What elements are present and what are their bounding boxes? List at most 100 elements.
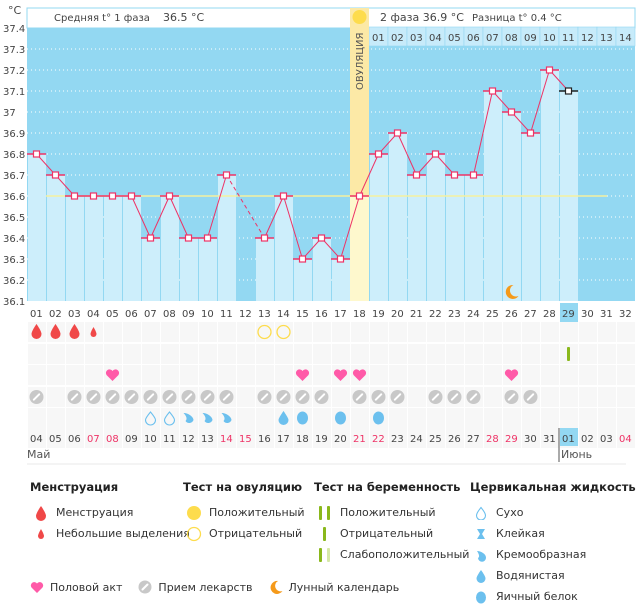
temp-point[interactable] [203, 234, 212, 242]
temp-point[interactable] [51, 171, 60, 179]
legend-label: Слабоположительный [340, 548, 470, 561]
pill-stripe [70, 393, 79, 401]
phase2-day-label: 04 [429, 33, 442, 44]
temp-point[interactable] [469, 171, 478, 179]
temp-bar [294, 259, 312, 301]
marker-cell [560, 365, 578, 385]
marker-cell [218, 344, 236, 364]
fluid-watery-icon [470, 569, 492, 583]
fluid-dry-icon [470, 506, 492, 520]
fluid-creamy-icon [183, 413, 194, 424]
cycle-day-label: 04 [87, 309, 100, 320]
phase2-day-cell [615, 26, 636, 47]
temp-point[interactable] [374, 150, 383, 158]
temp-point[interactable] [108, 192, 117, 200]
temp-point[interactable] [222, 171, 231, 179]
marker-cell [465, 322, 483, 342]
month-label: Май [27, 448, 50, 461]
ov-test-negative-icon [257, 324, 272, 340]
temp-bar [275, 196, 293, 301]
temp-point[interactable] [431, 150, 440, 158]
temp-point[interactable] [298, 255, 307, 263]
cycle-day-label: 22 [429, 309, 442, 320]
temp-point[interactable] [165, 192, 174, 200]
marker-cell [142, 322, 160, 342]
calendar-date-label: 03 [600, 434, 613, 445]
temp-point[interactable] [89, 192, 98, 200]
marker-cell [446, 344, 464, 364]
marker-cell [332, 344, 350, 364]
temp-point[interactable] [564, 87, 573, 95]
temp-point[interactable] [317, 234, 326, 242]
marker-cell [446, 408, 464, 428]
marker-cell [389, 408, 407, 428]
date-cell [332, 428, 350, 448]
temp-point[interactable] [336, 255, 345, 263]
phase2-day-label: 02 [391, 33, 404, 44]
heart-icon [105, 369, 120, 381]
temp-bar [180, 238, 198, 301]
marker-cell [560, 408, 578, 428]
temp-bar [370, 154, 388, 301]
temp-line-segment [150, 195, 170, 239]
marker-cell [598, 408, 616, 428]
temp-point[interactable] [146, 234, 155, 242]
temp-point[interactable] [412, 171, 421, 179]
temp-point[interactable] [32, 150, 41, 158]
marker-cell [66, 365, 84, 385]
temp-point[interactable] [355, 192, 364, 200]
pill-stripe [431, 393, 440, 401]
temp-point[interactable] [450, 171, 459, 179]
cycle-day-label: 28 [543, 309, 556, 320]
marker-cell [389, 322, 407, 342]
pill-stripe [165, 393, 174, 401]
marker-cell [180, 344, 198, 364]
marker-cell [522, 322, 540, 342]
marker-cell [123, 344, 141, 364]
marker-cell [484, 322, 502, 342]
temp-point[interactable] [260, 234, 269, 242]
marker-cell [522, 408, 540, 428]
legend-label: Водянистая [496, 569, 565, 582]
temp-point[interactable] [545, 66, 554, 74]
date-cell [408, 428, 426, 448]
phase2-day-label: 09 [524, 33, 537, 44]
calendar-date-label: 17 [277, 434, 290, 445]
legend-label: Половой акт [50, 580, 123, 594]
marker-cell [142, 365, 160, 385]
marker-cell [256, 408, 274, 428]
calendar-date-label: 09 [125, 434, 138, 445]
marker-cell [85, 365, 103, 385]
y-tick-label: 36.9 [3, 129, 25, 140]
temp-point[interactable] [507, 108, 516, 116]
temp-bar [123, 196, 141, 301]
temp-bar [161, 196, 179, 301]
temp-point[interactable] [393, 129, 402, 137]
marker-cell [484, 365, 502, 385]
cycle-day-label: 05 [106, 309, 119, 320]
fluid-eggwhite-icon [297, 411, 308, 425]
date-cell [446, 428, 464, 448]
marker-cell [522, 365, 540, 385]
small-blood-drop-icon [30, 528, 52, 540]
ovulation-column-low [350, 196, 369, 301]
temp-point[interactable] [127, 192, 136, 200]
legend-title: Тест на беременность [314, 480, 461, 494]
preg-test-positive-icon [314, 505, 336, 520]
phase2-day-label: 07 [486, 33, 499, 44]
temp-point[interactable] [184, 234, 193, 242]
pill-stripe [374, 393, 383, 401]
calendar-date-label: 19 [315, 434, 328, 445]
temp-point[interactable] [526, 129, 535, 137]
date-cell [66, 428, 84, 448]
temp-point[interactable] [488, 87, 497, 95]
temp-bar [503, 112, 521, 301]
temp-point[interactable] [70, 192, 79, 200]
temp-bar [465, 175, 483, 301]
y-tick-label: 37.2 [3, 66, 25, 77]
temp-point[interactable] [279, 192, 288, 200]
calendar-date-label: 11 [163, 434, 176, 445]
marker-cell [408, 387, 426, 407]
pill-stripe [146, 393, 155, 401]
marker-cell [503, 408, 521, 428]
